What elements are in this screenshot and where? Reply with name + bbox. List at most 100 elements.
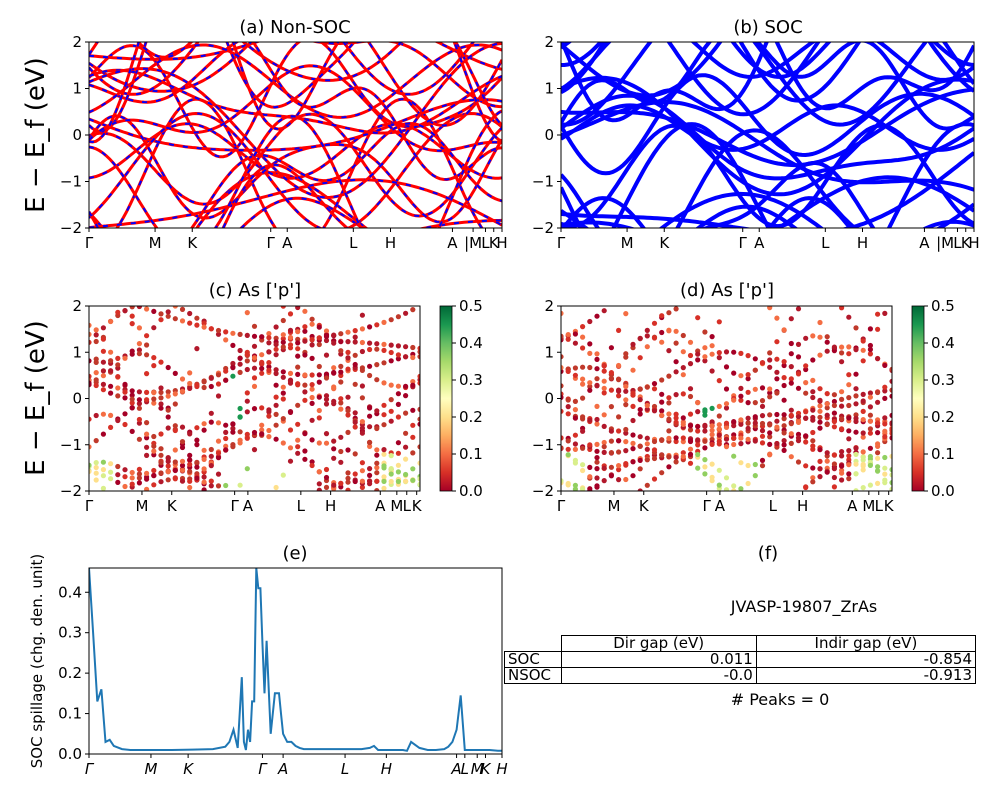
projected-band-point: [824, 412, 830, 418]
projected-band-point: [172, 391, 178, 397]
projected-band-point: [594, 313, 600, 319]
x-tick-label: |M: [936, 234, 954, 252]
x-tick-label: L: [341, 760, 349, 778]
projected-band-point: [251, 429, 258, 436]
projected-band-point: [230, 444, 236, 450]
projected-band-point: [644, 446, 650, 452]
colorbar-tick-label: 0.0: [931, 482, 955, 500]
x-tick-label: L: [481, 234, 490, 252]
projected-band-point: [259, 352, 265, 358]
projected-band-point: [616, 463, 622, 469]
projected-band-point: [244, 358, 250, 364]
projected-band-point: [738, 397, 744, 403]
projected-band-point: [882, 421, 888, 427]
projected-band-point: [709, 405, 715, 411]
projected-band-point: [374, 408, 380, 414]
projected-band-point: [630, 367, 636, 373]
projected-band-point: [244, 431, 250, 437]
projected-band-point: [831, 466, 838, 472]
projected-band-point: [594, 459, 600, 465]
projected-band-point: [280, 440, 286, 446]
projected-band-point: [244, 409, 250, 415]
colorbar-tick-label: 0.4: [931, 334, 955, 352]
colorbar-tick-label: 0.2: [459, 408, 483, 426]
y-tick-label: 0.3: [58, 624, 82, 642]
y-tick-label: 0.1: [58, 705, 82, 723]
projected-band-point: [316, 379, 322, 385]
band-line: [89, 114, 502, 224]
x-tick-label: K: [183, 760, 194, 778]
projected-band-point: [666, 373, 672, 379]
projected-band-point: [781, 438, 787, 444]
projected-band-point: [666, 411, 672, 417]
projected-band-point: [853, 429, 859, 435]
projected-band-point: [561, 435, 564, 441]
projected-band-point: [752, 473, 758, 479]
projected-band-point: [388, 349, 394, 356]
projected-band-point: [731, 397, 737, 403]
projected-band-point: [403, 383, 409, 389]
projected-band-point: [302, 389, 308, 395]
projected-band-point: [867, 404, 874, 410]
x-tick-label: H: [496, 234, 507, 252]
projected-band-point: [731, 370, 737, 376]
projected-band-point: [89, 331, 92, 337]
projected-band-point: [752, 414, 758, 420]
y-tick-label: 1: [72, 343, 82, 361]
projected-band-point: [637, 466, 643, 472]
band-line: [89, 64, 502, 153]
projected-band-point: [266, 367, 272, 373]
projected-band-point: [774, 315, 780, 321]
projected-band-point: [115, 374, 121, 380]
projected-band-point: [115, 385, 121, 391]
projected-band-point: [144, 486, 150, 491]
projected-band-point: [359, 312, 365, 318]
projected-band-point: [594, 416, 600, 423]
projected-band-point: [846, 436, 852, 442]
colorbar: [911, 305, 925, 492]
projected-band-point: [280, 369, 286, 375]
projected-band-point: [388, 408, 394, 414]
projected-band-point: [817, 414, 823, 420]
projected-band-point: [709, 427, 715, 433]
projected-band-point: [158, 385, 164, 391]
projected-band-point: [417, 416, 420, 422]
projected-band-point: [144, 333, 150, 339]
projected-band-point: [93, 477, 99, 483]
projected-band-point: [867, 412, 874, 418]
x-tick-label: L: [349, 234, 358, 252]
projected-band-point: [687, 361, 694, 367]
projected-band-point: [179, 478, 186, 484]
projected-band-point: [695, 451, 701, 458]
projected-band-point: [122, 421, 128, 428]
projected-band-point: [623, 461, 629, 467]
projected-band-point: [623, 426, 629, 433]
projected-band-point: [295, 364, 301, 370]
projected-band-point: [817, 474, 823, 480]
x-tick-label: K: [961, 234, 972, 252]
projected-band-point: [395, 414, 401, 420]
projected-band-point: [673, 369, 679, 375]
projected-band-point: [608, 345, 615, 351]
projected-band-point: [882, 395, 888, 401]
projected-band-point: [767, 430, 773, 436]
projected-band-point: [889, 472, 892, 478]
projected-band-point: [237, 361, 243, 367]
projected-band-point: [853, 401, 859, 407]
projected-band-point: [680, 453, 686, 460]
projected-band-point: [587, 350, 593, 356]
projected-band-point: [824, 339, 830, 345]
projected-band-point: [259, 405, 265, 411]
projected-band-point: [287, 327, 294, 333]
projected-band-point: [795, 435, 802, 441]
projected-band-point: [561, 394, 564, 400]
projected-band-point: [687, 427, 694, 433]
projected-band-point: [215, 420, 222, 426]
projected-band-point: [867, 342, 874, 349]
projected-band-point: [179, 388, 186, 394]
projected-band-point: [759, 413, 766, 419]
y-tick-label: 2: [544, 297, 554, 315]
projected-band-point: [630, 432, 636, 438]
projected-band-point: [172, 423, 178, 429]
projected-band-point: [723, 475, 730, 481]
